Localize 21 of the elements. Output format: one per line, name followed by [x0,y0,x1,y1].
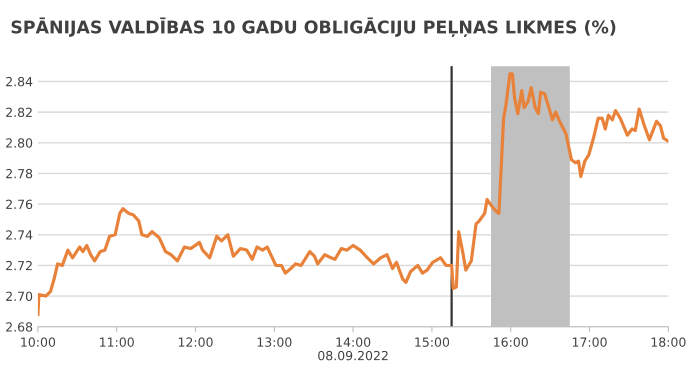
x-tick-label: 15:00 [415,337,450,347]
x-tick-label: 11:00 [100,337,134,347]
x-tick-label: 13:00 [258,337,292,347]
x-tick-label: 16:00 [494,337,528,347]
y-tick-label: 2.68 [6,322,32,332]
y-tick-label: 2.78 [6,168,32,178]
line-series [38,72,668,316]
x-tick-label: 18:00 [652,337,686,347]
y-tick-label: 2.72 [6,260,32,270]
y-tick-label: 2.76 [6,200,32,210]
y-tick-label: 2.84 [6,76,32,86]
x-tick-label: 10:00 [21,337,56,347]
y-tick-label: 2.82 [6,108,32,118]
x-tick-label: 12:00 [178,337,213,347]
y-tick-label: 2.80 [6,138,32,148]
x-tick-label: 14:00 [336,337,370,347]
y-tick-label: 2.74 [6,230,32,240]
y-tick-label: 2.70 [6,292,32,302]
x-axis-title: 08.09.2022 [318,350,388,360]
chart-title: SPĀNIJAS VALDĪBAS 10 GADU OBLIGĀCIJU PEĻŅAS LIKMES (%) [12,18,616,37]
x-tick-label: 17:00 [572,337,607,347]
